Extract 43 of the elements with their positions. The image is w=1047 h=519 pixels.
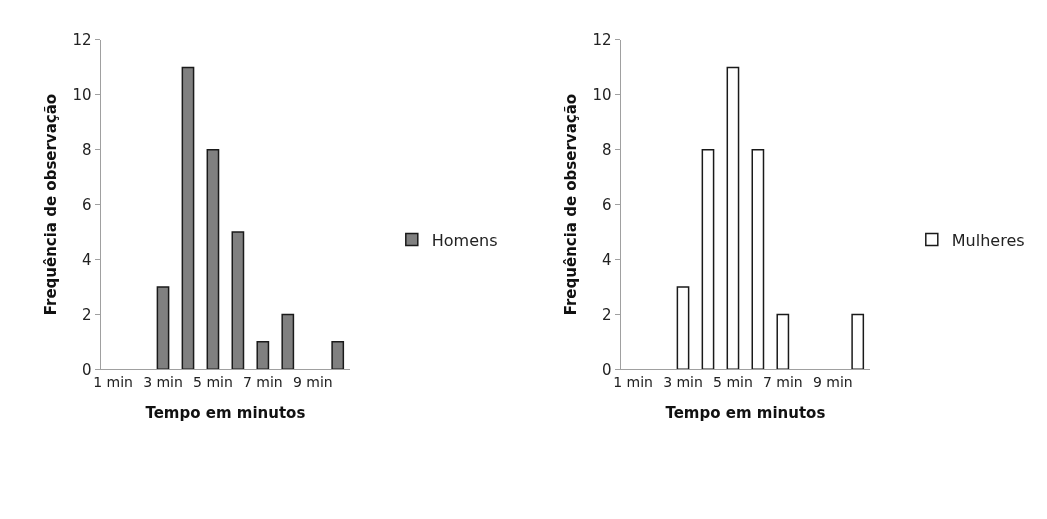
y-tick-label: 12 xyxy=(72,31,92,50)
bar xyxy=(156,286,170,370)
y-tick-label: 2 xyxy=(602,305,612,324)
bar xyxy=(331,341,345,370)
y-tick-label: 12 xyxy=(592,31,612,50)
bar xyxy=(726,66,740,370)
bar xyxy=(206,148,220,370)
y-tick-label: 4 xyxy=(602,250,612,269)
x-tick-label: 1 min xyxy=(93,374,133,391)
bar xyxy=(701,148,715,370)
bar xyxy=(751,148,765,370)
y-tick-label: 2 xyxy=(82,305,92,324)
x-axis-title: Tempo em minutos xyxy=(145,404,306,423)
y-axis-title: Frequência de observação xyxy=(561,93,580,316)
y-tick-label: 4 xyxy=(82,250,92,269)
x-axis-title: Tempo em minutos xyxy=(665,404,826,423)
bar xyxy=(181,66,195,370)
x-tick-label: 3 min xyxy=(143,374,183,391)
bar xyxy=(676,286,690,370)
bar xyxy=(231,231,245,370)
x-tick-label: 1 min xyxy=(613,374,653,391)
legend-label: Mulheres xyxy=(951,230,1025,250)
y-tick-label: 6 xyxy=(82,195,92,214)
y-tick-label: 0 xyxy=(602,360,612,379)
bar xyxy=(256,341,270,370)
y-tick-label: 8 xyxy=(602,140,612,159)
bar xyxy=(851,313,865,370)
x-tick-label: 9 min xyxy=(812,374,853,391)
x-tick-label: 7 min xyxy=(762,374,803,391)
x-tick-label: 3 min xyxy=(663,374,703,391)
x-tick-label: 5 min xyxy=(193,374,233,391)
y-tick-label: 0 xyxy=(82,360,92,379)
y-tick-label: 8 xyxy=(82,140,92,159)
y-axis-title: Frequência de observação xyxy=(41,93,60,316)
x-tick-label: 7 min xyxy=(242,374,283,391)
y-tick-label: 10 xyxy=(592,86,612,105)
y-tick-label: 6 xyxy=(602,195,612,214)
bar xyxy=(776,313,790,370)
x-tick-label: 5 min xyxy=(713,374,753,391)
legend-label: Homens xyxy=(431,230,498,250)
x-tick-label: 9 min xyxy=(292,374,333,391)
bar xyxy=(281,313,295,370)
y-tick-label: 10 xyxy=(72,86,92,105)
